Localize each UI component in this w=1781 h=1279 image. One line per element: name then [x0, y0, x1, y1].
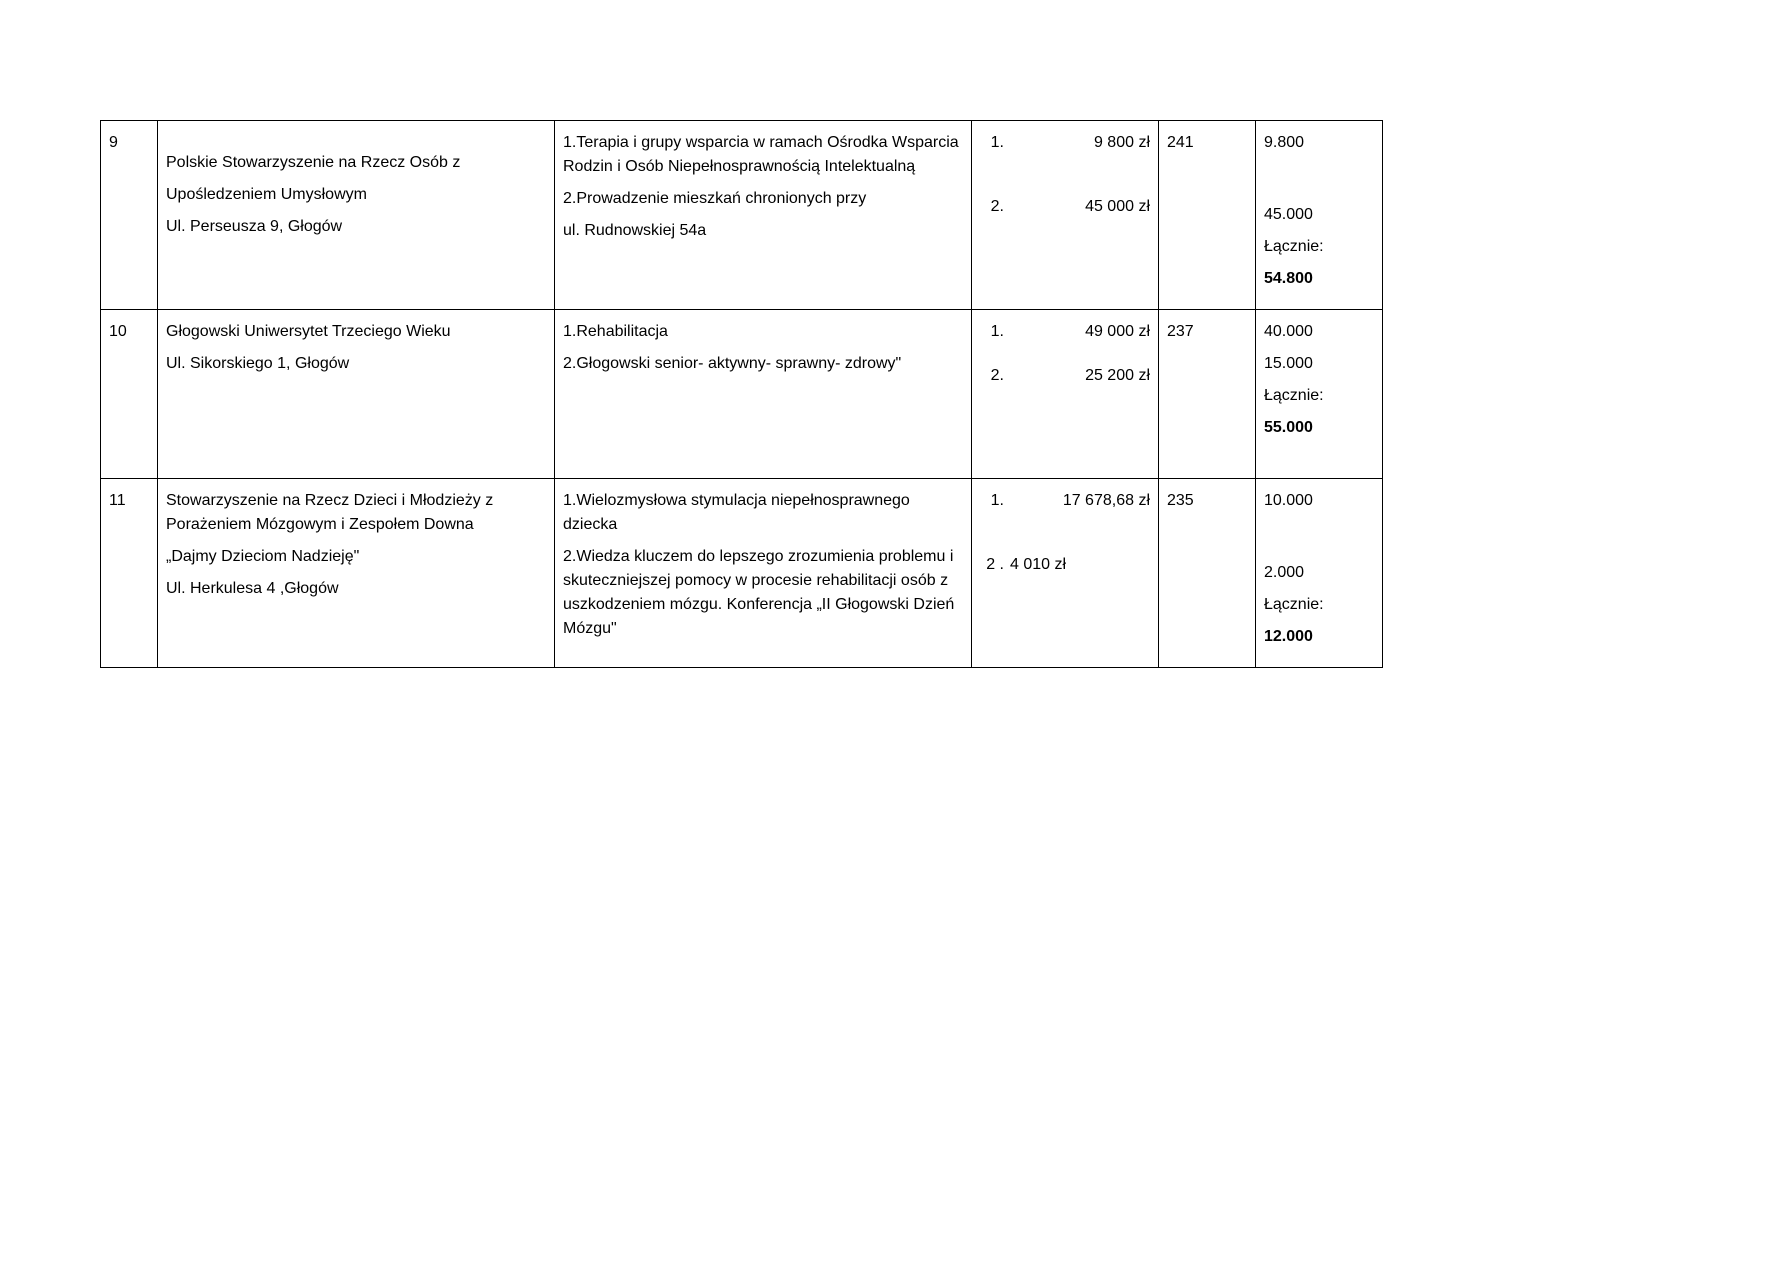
org-line: Upośledzeniem Umysłowym [166, 183, 546, 207]
table-row: 9 Polskie Stowarzyszenie na Rzecz Osób z… [101, 121, 1383, 310]
task-line: 2.Głogowski senior- aktywny- sprawny- zd… [563, 352, 963, 376]
amount-index: 1. [980, 320, 1010, 344]
amount-value: 4 010 zł [1010, 553, 1150, 577]
task-line: ul. Rudnowskiej 54a [563, 219, 963, 243]
points-cell: 241 [1159, 121, 1256, 310]
task-line: 2.Wiedza kluczem do lepszego zrozumienia… [563, 545, 963, 641]
org-line: Polskie Stowarzyszenie na Rzecz Osób z [166, 151, 546, 175]
grant-line: 9.800 [1264, 131, 1374, 155]
grant-total-label: Łącznie: [1264, 235, 1374, 259]
org-line: Ul. Sikorskiego 1, Głogów [166, 352, 546, 376]
amount-index: 2. [980, 364, 1010, 388]
row-number: 11 [101, 479, 158, 668]
grant-line: 40.000 [1264, 320, 1374, 344]
org-line: Stowarzyszenie na Rzecz Dzieci i Młodzie… [166, 489, 546, 537]
grant-line: 10.000 [1264, 489, 1374, 513]
grant-total-label: Łącznie: [1264, 384, 1374, 408]
amount-index: 2 . [980, 553, 1010, 577]
row-number: 9 [101, 121, 158, 310]
grant-total-label: Łącznie: [1264, 593, 1374, 617]
amount-value: 25 200 zł [1010, 364, 1150, 388]
grant-cell: 9.800 45.000 Łącznie: 54.800 [1256, 121, 1383, 310]
amount-line: 1. 17 678,68 zł [980, 489, 1150, 513]
amount-line: 2 . 4 010 zł [980, 553, 1150, 577]
amount-value: 45 000 zł [1010, 195, 1150, 219]
amounts-cell: 1. 49 000 zł 2. 25 200 zł [972, 310, 1159, 479]
grant-line: 15.000 [1264, 352, 1374, 376]
amount-value: 49 000 zł [1010, 320, 1150, 344]
amount-line: 2. 25 200 zł [980, 364, 1150, 388]
amount-index: 2. [980, 195, 1010, 219]
organization-cell: Głogowski Uniwersytet Trzeciego Wieku Ul… [158, 310, 555, 479]
table-row: 11 Stowarzyszenie na Rzecz Dzieci i Młod… [101, 479, 1383, 668]
row-number: 10 [101, 310, 158, 479]
grant-cell: 10.000 2.000 Łącznie: 12.000 [1256, 479, 1383, 668]
organization-cell: Stowarzyszenie na Rzecz Dzieci i Młodzie… [158, 479, 555, 668]
organization-cell: Polskie Stowarzyszenie na Rzecz Osób z U… [158, 121, 555, 310]
grant-line: 45.000 [1264, 203, 1374, 227]
grant-line: 2.000 [1264, 561, 1374, 585]
tasks-cell: 1.Wielozmysłowa stymulacja niepełnospraw… [555, 479, 972, 668]
amount-value: 17 678,68 zł [1010, 489, 1150, 513]
grant-cell: 40.000 15.000 Łącznie: 55.000 [1256, 310, 1383, 479]
org-line: Głogowski Uniwersytet Trzeciego Wieku [166, 320, 546, 344]
table-row: 10 Głogowski Uniwersytet Trzeciego Wieku… [101, 310, 1383, 479]
amounts-cell: 1. 9 800 zł 2. 45 000 zł [972, 121, 1159, 310]
tasks-cell: 1.Rehabilitacja 2.Głogowski senior- akty… [555, 310, 972, 479]
amount-index: 1. [980, 131, 1010, 155]
org-line: „Dajmy Dzieciom Nadzieję" [166, 545, 546, 569]
task-line: 2.Prowadzenie mieszkań chronionych przy [563, 187, 963, 211]
tasks-cell: 1.Terapia i grupy wsparcia w ramach Ośro… [555, 121, 972, 310]
task-line: 1.Terapia i grupy wsparcia w ramach Ośro… [563, 131, 963, 179]
amounts-cell: 1. 17 678,68 zł 2 . 4 010 zł [972, 479, 1159, 668]
grants-table: 9 Polskie Stowarzyszenie na Rzecz Osób z… [100, 120, 1383, 668]
task-line: 1.Rehabilitacja [563, 320, 963, 344]
grant-total-value: 55.000 [1264, 416, 1374, 440]
grant-total-value: 12.000 [1264, 625, 1374, 649]
amount-value: 9 800 zł [1010, 131, 1150, 155]
amount-index: 1. [980, 489, 1010, 513]
points-cell: 237 [1159, 310, 1256, 479]
amount-line: 1. 9 800 zł [980, 131, 1150, 155]
points-cell: 235 [1159, 479, 1256, 668]
task-line: 1.Wielozmysłowa stymulacja niepełnospraw… [563, 489, 963, 537]
org-line: Ul. Herkulesa 4 ,Głogów [166, 577, 546, 601]
amount-line: 1. 49 000 zł [980, 320, 1150, 344]
org-line: Ul. Perseusza 9, Głogów [166, 215, 546, 239]
amount-line: 2. 45 000 zł [980, 195, 1150, 219]
document-page: 9 Polskie Stowarzyszenie na Rzecz Osób z… [100, 120, 1380, 668]
grants-table-body: 9 Polskie Stowarzyszenie na Rzecz Osób z… [101, 121, 1383, 668]
grant-total-value: 54.800 [1264, 267, 1374, 291]
